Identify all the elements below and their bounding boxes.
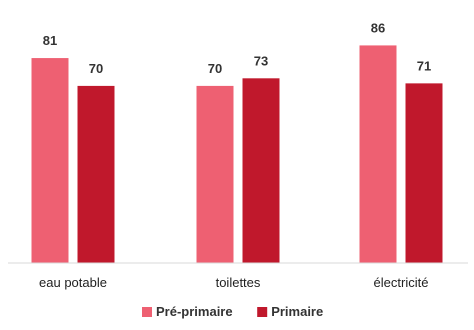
value-labels-layer: 81 70 70 73 86 71	[43, 20, 431, 75]
category-labels-layer: eau potable toilettes électricité	[39, 275, 428, 290]
category-label-2: électricité	[374, 275, 429, 290]
data-label-primaire-1: 73	[254, 53, 268, 68]
bars-layer	[31, 45, 443, 264]
legend: Pré-primaire Primaire	[142, 304, 323, 319]
legend-swatch-primaire	[257, 307, 268, 317]
bar-primaire-1	[242, 78, 280, 263]
bar-pre-primaire-1	[196, 85, 234, 264]
bar-primaire-2	[405, 83, 443, 264]
data-label-primaire-2: 71	[417, 58, 431, 73]
bar-pre-primaire-0	[31, 58, 69, 263]
category-label-1: toilettes	[216, 275, 261, 290]
bar-primaire-0	[77, 85, 115, 264]
legend-swatch-pre-primaire	[142, 307, 152, 317]
data-label-pre-primaire-2: 86	[371, 20, 385, 35]
data-label-pre-primaire-1: 70	[208, 61, 222, 76]
data-label-pre-primaire-0: 81	[43, 33, 57, 48]
bar-pre-primaire-2	[359, 45, 397, 263]
data-label-primaire-0: 70	[89, 61, 103, 76]
legend-label-primaire: Primaire	[271, 304, 323, 319]
category-label-0: eau potable	[39, 275, 107, 290]
legend-label-pre-primaire: Pré-primaire	[156, 304, 233, 319]
